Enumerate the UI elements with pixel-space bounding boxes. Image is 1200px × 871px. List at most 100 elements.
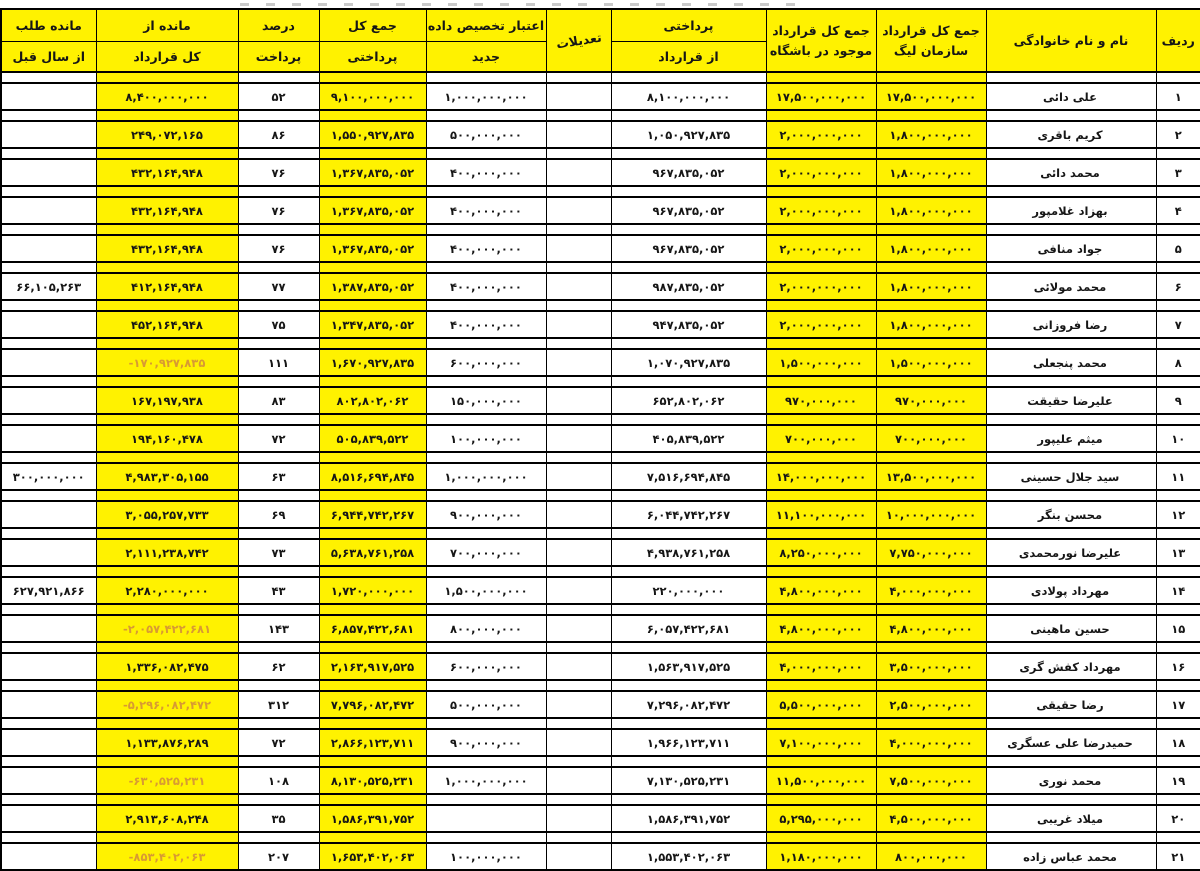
separator-cell	[765, 413, 877, 426]
separator-cell	[875, 793, 987, 806]
cell-league: ۱,۸۰۰,۰۰۰,۰۰۰	[875, 120, 987, 149]
separator-row	[0, 831, 1200, 844]
cell-club: ۴,۸۰۰,۰۰۰,۰۰۰	[765, 614, 877, 643]
separator-cell	[985, 261, 1157, 274]
separator-cell	[1155, 489, 1200, 502]
table-row: ۲ کریم باقری ۱,۸۰۰,۰۰۰,۰۰۰ ۲,۰۰۰,۰۰۰,۰۰۰ ۱,۰…	[0, 120, 1200, 149]
cell-name: رضا فروزانی	[985, 310, 1157, 339]
cell-paid: ۹۶۷,۸۳۵,۰۵۲	[610, 196, 767, 225]
separator-row	[0, 793, 1200, 806]
table-row: ۵ جواد منافی ۱,۸۰۰,۰۰۰,۰۰۰ ۲,۰۰۰,۰۰۰,۰۰۰ ۹۶۷…	[0, 234, 1200, 263]
cell-radif: ۲۰	[1155, 804, 1200, 833]
cell-adj	[545, 310, 612, 339]
separator-cell	[0, 755, 97, 768]
separator-cell	[545, 679, 612, 692]
separator-cell	[95, 337, 239, 350]
cell-pct: ۳۵	[237, 804, 320, 833]
cell-prev	[0, 538, 97, 567]
separator-cell	[0, 337, 97, 350]
separator-cell	[237, 527, 320, 540]
table-row: ۱ علی دائی ۱۷,۵۰۰,۰۰۰,۰۰۰ ۱۷,۵۰۰,۰۰۰,۰۰۰ ۸,۱…	[0, 82, 1200, 111]
cell-pct: ۷۵	[237, 310, 320, 339]
separator-cell	[0, 451, 97, 464]
cell-credit: ۴۰۰,۰۰۰,۰۰۰	[425, 234, 547, 263]
cell-remain: -۸۵۳,۴۰۲,۰۶۳	[95, 842, 239, 871]
table-row: ۱۴ مهرداد پولادی ۴,۰۰۰,۰۰۰,۰۰۰ ۴,۸۰۰,۰۰۰,۰۰…	[0, 576, 1200, 605]
cell-prev	[0, 500, 97, 529]
cell-adj	[545, 234, 612, 263]
separator-cell	[545, 147, 612, 160]
cell-adj	[545, 120, 612, 149]
separator-cell	[95, 261, 239, 274]
cell-radif: ۱۱	[1155, 462, 1200, 491]
separator-cell	[0, 793, 97, 806]
separator-cell	[765, 717, 877, 730]
separator-cell	[237, 793, 320, 806]
separator-cell	[0, 109, 97, 122]
cell-total: ۱,۶۷۰,۹۲۷,۸۳۵	[318, 348, 427, 377]
column-header-pct-top: درصد	[237, 8, 320, 42]
separator-cell	[237, 223, 320, 236]
cell-paid: ۱,۹۶۶,۱۲۳,۷۱۱	[610, 728, 767, 757]
separator-cell	[425, 375, 547, 388]
separator-cell	[610, 679, 767, 692]
separator-cell	[765, 831, 877, 844]
separator-cell	[318, 641, 427, 654]
separator-cell	[0, 147, 97, 160]
separator-cell	[545, 337, 612, 350]
separator-cell	[0, 831, 97, 844]
separator-row	[0, 185, 1200, 198]
cell-league: ۱۷,۵۰۰,۰۰۰,۰۰۰	[875, 82, 987, 111]
column-header-pct-bottom: پرداخت	[237, 41, 320, 73]
separator-cell	[318, 185, 427, 198]
cell-club: ۱۴,۰۰۰,۰۰۰,۰۰۰	[765, 462, 877, 491]
cell-total: ۱,۷۲۰,۰۰۰,۰۰۰	[318, 576, 427, 605]
cell-paid: ۱,۵۸۶,۳۹۱,۷۵۲	[610, 804, 767, 833]
cell-credit: ۴۰۰,۰۰۰,۰۰۰	[425, 310, 547, 339]
separator-cell	[875, 223, 987, 236]
cell-prev	[0, 690, 97, 719]
cell-total: ۸,۵۱۶,۶۹۴,۸۴۵	[318, 462, 427, 491]
cell-paid: ۷,۲۹۶,۰۸۲,۴۷۲	[610, 690, 767, 719]
separator-cell	[1155, 147, 1200, 160]
separator-cell	[318, 147, 427, 160]
separator-cell	[425, 641, 547, 654]
separator-cell	[1155, 413, 1200, 426]
separator-cell	[95, 527, 239, 540]
cell-remain: -۱۷۰,۹۲۷,۸۳۵	[95, 348, 239, 377]
column-header-credit-top: اعتبار تخصیص داده	[425, 8, 547, 42]
table-row: ۸ محمد پنجعلی ۱,۵۰۰,۰۰۰,۰۰۰ ۱,۵۰۰,۰۰۰,۰۰۰ ۱,…	[0, 348, 1200, 377]
separator-cell	[0, 223, 97, 236]
cell-remain: ۲۴۹,۰۷۲,۱۶۵	[95, 120, 239, 149]
cell-credit: ۸۰۰,۰۰۰,۰۰۰	[425, 614, 547, 643]
separator-cell	[1155, 337, 1200, 350]
cell-league: ۷,۷۵۰,۰۰۰,۰۰۰	[875, 538, 987, 567]
separator-cell	[237, 375, 320, 388]
separator-cell	[985, 71, 1157, 84]
cell-league: ۱,۵۰۰,۰۰۰,۰۰۰	[875, 348, 987, 377]
cell-total: ۷,۷۹۶,۰۸۲,۴۷۲	[318, 690, 427, 719]
separator-cell	[875, 185, 987, 198]
separator-row	[0, 337, 1200, 350]
cell-adj	[545, 462, 612, 491]
separator-cell	[237, 603, 320, 616]
cell-club: ۲,۰۰۰,۰۰۰,۰۰۰	[765, 196, 877, 225]
cell-remain: ۴۱۲,۱۶۴,۹۴۸	[95, 272, 239, 301]
cell-prev	[0, 196, 97, 225]
cell-adj	[545, 804, 612, 833]
cell-name: جواد منافی	[985, 234, 1157, 263]
cell-league: ۹۷۰,۰۰۰,۰۰۰	[875, 386, 987, 415]
separator-cell	[765, 71, 877, 84]
cell-league: ۱,۸۰۰,۰۰۰,۰۰۰	[875, 234, 987, 263]
cell-pct: ۵۲	[237, 82, 320, 111]
separator-cell	[318, 717, 427, 730]
cell-paid: ۶,۰۴۴,۷۴۲,۲۶۷	[610, 500, 767, 529]
cell-club: ۴,۸۰۰,۰۰۰,۰۰۰	[765, 576, 877, 605]
cell-remain: ۳,۰۵۵,۲۵۷,۷۳۳	[95, 500, 239, 529]
cell-prev	[0, 766, 97, 795]
separator-cell	[985, 831, 1157, 844]
separator-cell	[545, 641, 612, 654]
separator-row	[0, 261, 1200, 274]
cell-league: ۱۳,۵۰۰,۰۰۰,۰۰۰	[875, 462, 987, 491]
separator-cell	[765, 679, 877, 692]
